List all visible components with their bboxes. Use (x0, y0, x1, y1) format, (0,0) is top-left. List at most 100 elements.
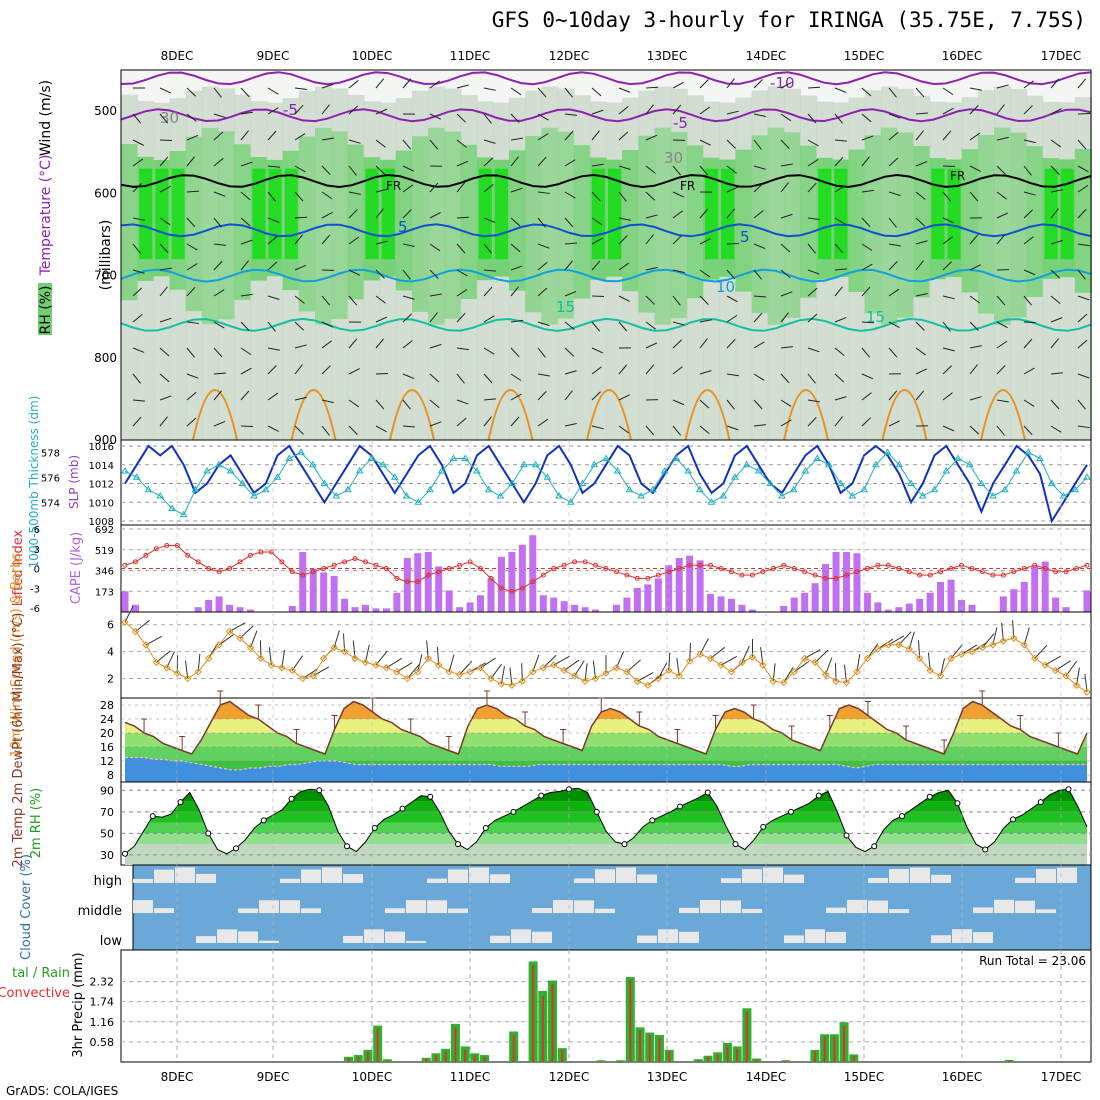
rh-band-green (654, 127, 672, 325)
wind-barb (1023, 321, 1037, 324)
wind-barb (429, 373, 440, 383)
wind-speed-point (769, 677, 778, 685)
x-tick-label-bottom: 9DEC (257, 1070, 290, 1084)
lifted-index-point (896, 566, 902, 571)
wind-barb (553, 655, 570, 666)
rh-band-green (509, 150, 527, 291)
lifted-index-point (697, 562, 703, 568)
lifted-index-point (1011, 569, 1017, 575)
precip-convective-bar (823, 1037, 826, 1062)
wind-barb (186, 113, 197, 122)
wind-barb (753, 243, 766, 250)
wind-barb (861, 243, 873, 251)
cape-bar (748, 609, 756, 612)
rh-band-green (395, 150, 413, 291)
wind-barb (591, 366, 602, 375)
rh-band-bright (931, 168, 945, 260)
cape-bar (435, 566, 443, 612)
wind-barb (132, 113, 142, 124)
wind-barb (861, 263, 873, 271)
lifted-index-point (791, 566, 797, 571)
wind-barb (807, 287, 818, 297)
rh-point (677, 803, 683, 810)
wind-barb (159, 317, 172, 323)
wind-barb (591, 130, 600, 141)
wind-barb (645, 266, 658, 271)
wind-speed-point (800, 654, 809, 663)
wind-barb (375, 139, 386, 148)
wind-barb (213, 87, 222, 98)
wind-barb (456, 216, 470, 219)
cloud-block (553, 900, 573, 913)
wind-barb (240, 390, 250, 401)
wind-barb (1065, 660, 1077, 677)
precip-convective-bar (386, 1060, 389, 1062)
precip-convective-bar (376, 1029, 379, 1062)
wind-speed-point (968, 647, 976, 656)
wind-barb (726, 314, 738, 323)
lifted-index-point (153, 546, 159, 552)
wind-barb (969, 191, 979, 202)
wind-barb (294, 344, 307, 349)
wind-barb (888, 191, 901, 197)
wind-barb (726, 165, 737, 174)
cape-bar (414, 553, 422, 612)
lifted-index-point (446, 566, 452, 571)
wind-barb (1050, 78, 1060, 89)
wind-speed-point (717, 661, 725, 669)
cape-bar (487, 578, 495, 612)
rh-band-bright (818, 168, 832, 260)
wind-barb (159, 416, 168, 427)
lifted-index-point (687, 562, 693, 568)
wind-barb (537, 390, 547, 401)
y-tick-label-right: 519 (95, 546, 114, 557)
rh-band-green (1010, 132, 1028, 318)
wind-barb (483, 398, 496, 401)
wind-barb (186, 156, 195, 167)
rh-legend-swatch (38, 283, 52, 335)
y-tick-label: 600 (94, 186, 117, 200)
wind-barb (537, 373, 550, 377)
cloud-block (574, 900, 594, 913)
wind-barb (564, 390, 573, 401)
wind-barb (996, 321, 1008, 329)
wind-barb (267, 425, 279, 432)
wind-barb (861, 217, 871, 228)
cloud-block (805, 929, 825, 943)
wind-barb (834, 416, 843, 427)
wind-barb (1023, 338, 1033, 349)
cape-bar (1083, 590, 1091, 612)
wind-barb (1077, 78, 1087, 89)
wind-barb (807, 313, 818, 323)
wind-barb (982, 633, 995, 648)
wind-barb (312, 666, 330, 677)
rh-band-bright (1044, 168, 1058, 260)
rh-point (371, 824, 378, 831)
rh-point (593, 808, 600, 815)
wind-speed-point (445, 668, 453, 676)
cape-bar (131, 604, 139, 612)
cloud-block (280, 878, 300, 883)
cloud-block (532, 931, 552, 943)
wind-barb (294, 264, 307, 271)
wind-barb (402, 340, 413, 349)
wind-barb (132, 416, 142, 427)
slp-frame (120, 439, 1092, 526)
thickness-point (332, 492, 341, 499)
wind-barb (456, 243, 466, 254)
wind-speed-point (926, 666, 934, 675)
rh-point (815, 792, 822, 799)
wind-barb (375, 188, 388, 193)
cape-bar (937, 582, 945, 612)
wind-barb (753, 399, 763, 410)
wind-speed-point (434, 661, 443, 669)
rh-point (649, 817, 656, 824)
rh-band-green (557, 131, 575, 319)
wind-barb (1023, 627, 1030, 646)
thickness-line (124, 451, 1088, 516)
wind-barb (726, 399, 735, 410)
cape-bar (874, 602, 882, 612)
wind-speed-point (790, 668, 798, 676)
wind-barb (537, 87, 547, 98)
wind-barb (267, 295, 280, 300)
